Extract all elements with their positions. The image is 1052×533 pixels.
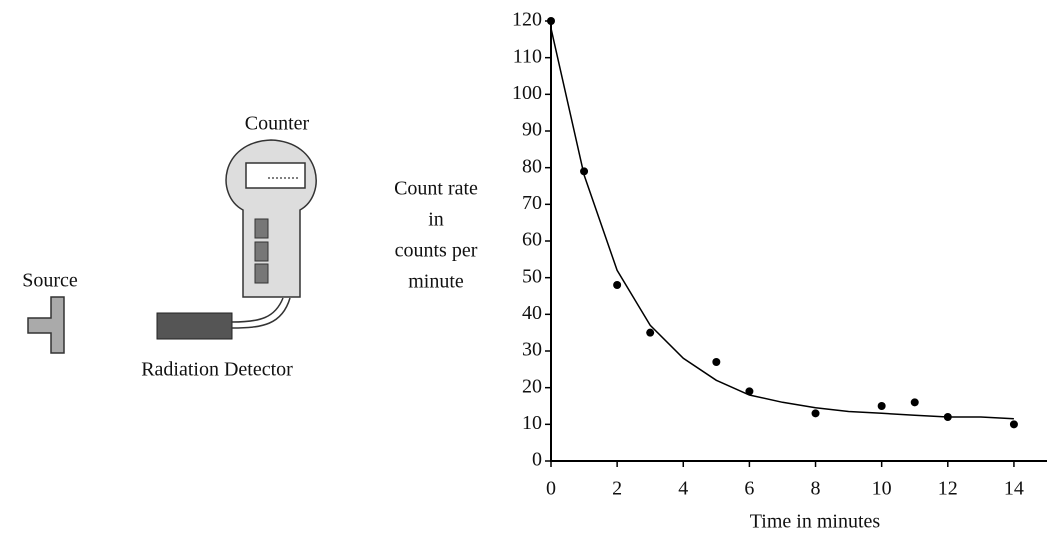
y-tick-label: 40 xyxy=(522,302,542,324)
x-tick-label: 10 xyxy=(872,478,892,500)
y-tick-label: 10 xyxy=(522,412,542,434)
source-label: Source xyxy=(22,270,78,292)
data-point xyxy=(1009,420,1018,429)
data-point xyxy=(877,402,886,410)
y-tick-label: 50 xyxy=(522,265,542,287)
x-axis-label: Time in minutes xyxy=(750,511,881,533)
counter-label: Counter xyxy=(245,113,310,135)
y-axis-label: counts per xyxy=(395,240,478,262)
x-tick-label: 14 xyxy=(1004,478,1024,500)
display xyxy=(245,162,306,189)
y-tick-label: 80 xyxy=(522,155,542,177)
data-point xyxy=(613,281,622,289)
button xyxy=(254,218,269,239)
y-tick-label: 20 xyxy=(522,375,542,397)
y-tick-label: 0 xyxy=(532,449,542,471)
y-tick-label: 90 xyxy=(522,119,542,141)
y-axis-label: in xyxy=(428,209,444,231)
detector xyxy=(156,312,233,340)
data-point xyxy=(811,409,820,418)
button xyxy=(254,263,269,284)
y-axis-label: Count rate xyxy=(394,178,478,200)
data-point xyxy=(712,358,721,366)
y-tick-label: 70 xyxy=(522,192,542,214)
fit-curve xyxy=(550,28,1014,420)
y-tick-label: 120 xyxy=(512,9,542,31)
detector-label: Radiation Detector xyxy=(141,359,293,381)
source xyxy=(27,296,65,354)
x-tick-label: 6 xyxy=(744,478,754,500)
x-tick-label: 4 xyxy=(678,478,688,500)
y-tick-label: 60 xyxy=(522,229,542,251)
y-tick-label: 30 xyxy=(522,339,542,361)
data-point xyxy=(547,17,555,25)
x-tick-label: 8 xyxy=(811,478,821,500)
data-point xyxy=(646,328,655,337)
cable xyxy=(231,297,291,329)
y-axis-label: minute xyxy=(408,271,464,293)
x-tick-label: 12 xyxy=(938,478,958,500)
button xyxy=(254,241,269,262)
y-tick-label: 110 xyxy=(513,45,542,67)
x-tick-label: 2 xyxy=(612,478,622,500)
data-point xyxy=(910,398,919,407)
x-tick-label: 0 xyxy=(546,478,556,500)
y-tick-label: 100 xyxy=(512,82,542,104)
